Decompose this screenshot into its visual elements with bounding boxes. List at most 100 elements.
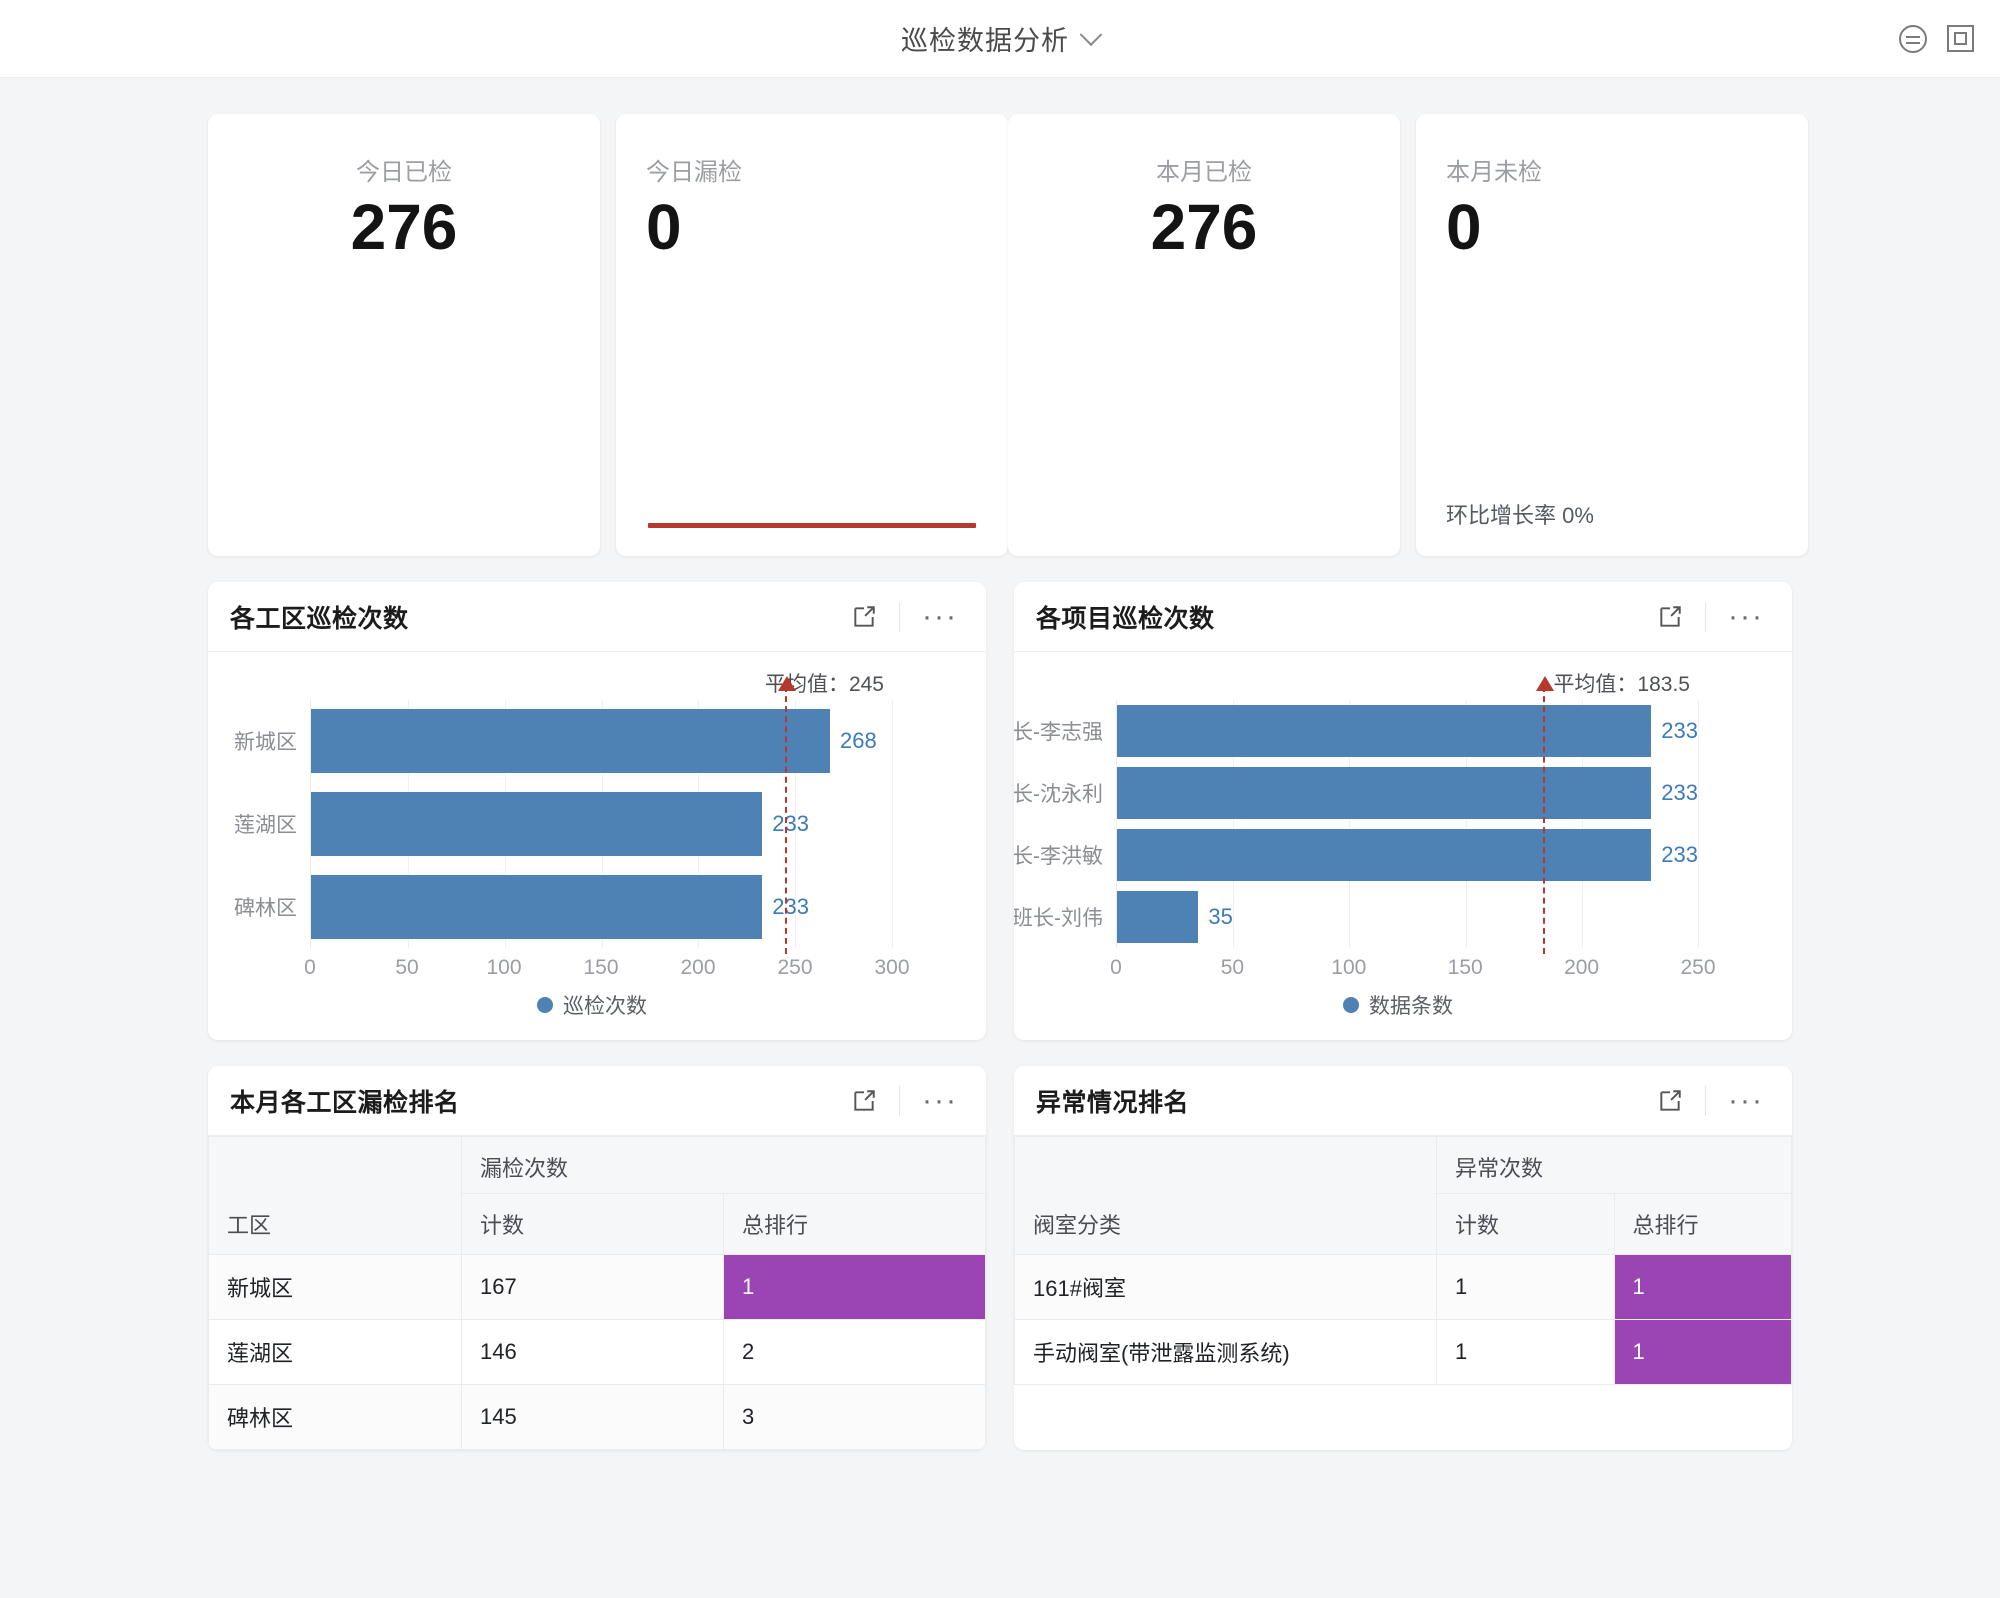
x-axis-tick: 0: [1110, 956, 1122, 979]
bar-value-label: 233: [1661, 842, 1698, 867]
table-header-sub-row: 计数 总排行: [209, 1193, 986, 1255]
cell-count: 1: [1436, 1319, 1615, 1385]
chart-row: 各工区巡检次数 ··· 平均值：245 新城区 268 莲湖区 233 碑林区 233 0…: [0, 582, 2000, 1040]
bar[interactable]: [1117, 705, 1652, 757]
bar[interactable]: [1117, 767, 1652, 819]
col-header-rank[interactable]: 总排行: [723, 1193, 986, 1255]
col-header-entity[interactable]: 阀室分类: [1014, 1136, 1437, 1255]
more-horizontal-icon[interactable]: ···: [922, 599, 958, 633]
x-axis-tick: 150: [1447, 956, 1483, 979]
col-header-group: 异常次数: [1436, 1136, 1792, 1194]
chart-body: 平均值：183.5 2班班长-李志强2331班班长-沈永利2331班班长-李洪敏…: [1014, 652, 1792, 1040]
panel-header: 各工区巡检次数 ···: [208, 582, 986, 652]
col-header-entity[interactable]: 工区: [208, 1136, 462, 1255]
tool-divider: [899, 601, 901, 632]
kpi-card-today-missed[interactable]: 今日漏检 0: [616, 114, 1008, 556]
cell-entity: 手动阀室(带泄露监测系统): [1014, 1319, 1437, 1385]
bar-row[interactable]: 碑林区 233: [234, 865, 892, 948]
top-bar: 巡检数据分析: [0, 0, 2000, 78]
x-axis-tick: 250: [777, 956, 813, 979]
cell-entity: 碑林区: [208, 1384, 462, 1450]
panel-tools: ···: [851, 599, 958, 633]
more-horizontal-icon[interactable]: ···: [1728, 1083, 1764, 1117]
table-row[interactable]: 莲湖区 146 2: [208, 1319, 986, 1385]
col-header-count[interactable]: 计数: [1436, 1193, 1615, 1255]
more-horizontal-icon[interactable]: ···: [1728, 599, 1764, 633]
grid-line: [1581, 700, 1583, 948]
kpi-group-today: 今日已检 276 今日漏检 0: [208, 114, 1008, 556]
table-row[interactable]: 161#阀室 1 1: [1014, 1254, 1792, 1320]
chart-average-label: 平均值：183.5: [1553, 673, 1690, 696]
x-axis-tick: 200: [680, 956, 716, 979]
more-horizontal-icon[interactable]: ···: [922, 1083, 958, 1117]
x-axis-tick: 50: [395, 956, 419, 979]
bar-value-label: 233: [772, 893, 809, 919]
square-frame-icon[interactable]: [1947, 25, 1974, 52]
bar[interactable]: [311, 874, 763, 939]
bar-row[interactable]: 1班班长-李洪敏 233: [1014, 824, 1698, 886]
bar-category-label: 碑林区: [234, 896, 297, 920]
bar-row[interactable]: 2班班长-李志强 233: [1014, 700, 1698, 762]
cell-rank: 1: [1613, 1319, 1792, 1385]
col-header-count[interactable]: 计数: [461, 1193, 724, 1255]
bar[interactable]: [1117, 829, 1652, 881]
grid-line: [1233, 700, 1235, 948]
table-head: 工区 漏检次数 计数 总排行: [208, 1136, 986, 1255]
missed-inspection-table[interactable]: 工区 漏检次数 计数 总排行 新城区 167 1 莲湖区 146 2 碑林区 145 3: [208, 1136, 986, 1450]
bar-chart-plot[interactable]: 新城区 268 莲湖区 233 碑林区 233: [234, 676, 893, 954]
table-row[interactable]: 新城区 167 1: [208, 1254, 986, 1320]
external-link-icon[interactable]: [1657, 604, 1683, 630]
col-header-rank[interactable]: 总排行: [1613, 1193, 1792, 1255]
chart-legend[interactable]: 巡检次数: [222, 990, 962, 1020]
bar[interactable]: [311, 709, 831, 774]
kpi-card-today-checked[interactable]: 今日已检 276: [208, 114, 600, 556]
kpi-card-month-checked[interactable]: 本月已检 276: [1008, 114, 1400, 556]
bar[interactable]: [1117, 891, 1199, 943]
bar-chart-plot[interactable]: 2班班长-李志强 233 1班班长-沈永利 233 1班班长-李洪敏 233 1班班长-刘伟…: [1014, 676, 1699, 954]
bar-category-label: 1班班长-李洪敏: [1014, 845, 1103, 868]
average-line: [1536, 676, 1555, 954]
x-axis-tick: 300: [874, 956, 910, 979]
bar-category-label: 1班班长-刘伟: [1014, 907, 1103, 930]
panel-tools: ···: [851, 1083, 958, 1117]
x-axis-tick: 100: [1331, 956, 1367, 979]
external-link-icon[interactable]: [1657, 1088, 1683, 1114]
cell-count: 145: [461, 1384, 724, 1450]
external-link-icon[interactable]: [851, 604, 877, 630]
bar-row[interactable]: 新城区 268: [234, 700, 892, 783]
bar-row[interactable]: 1班班长-沈永利 233: [1014, 762, 1698, 824]
legend-label: 数据条数: [1369, 995, 1453, 1018]
kpi-value: 0: [646, 191, 682, 263]
x-axis-tick: 0: [304, 956, 316, 979]
kpi-label: 今日已检: [356, 159, 452, 186]
external-link-icon[interactable]: [851, 1088, 877, 1114]
abnormal-ranking-table[interactable]: 阀室分类 异常次数 计数 总排行 161#阀室 1 1 手动阀室(带泄露监测系统) 1 1: [1014, 1136, 1792, 1385]
cell-rank: 1: [1613, 1254, 1792, 1320]
grid-line: [795, 700, 797, 948]
bar[interactable]: [311, 791, 763, 856]
bar-category-label: 莲湖区: [234, 813, 297, 837]
chart-legend[interactable]: 数据条数: [1028, 990, 1768, 1020]
grid-line: [1698, 700, 1699, 948]
tool-divider: [899, 1085, 901, 1116]
table-row[interactable]: 碑林区 145 3: [208, 1384, 986, 1450]
bar-row[interactable]: 1班班长-刘伟 35: [1014, 886, 1698, 948]
transfer-circle-icon[interactable]: [1899, 24, 1927, 53]
x-axis-tick: 50: [1220, 956, 1245, 979]
page-title-dropdown[interactable]: 巡检数据分析: [901, 19, 1103, 58]
cell-count: 167: [461, 1254, 724, 1320]
kpi-card-month-unchecked[interactable]: 本月未检 0 环比增长率 0%: [1416, 114, 1808, 556]
panel-title: 异常情况排名: [1036, 1088, 1190, 1117]
grid-line: [1349, 700, 1351, 948]
bar-category-label: 1班班长-沈永利: [1014, 783, 1103, 806]
cell-rank: 3: [723, 1384, 986, 1450]
bar-value-label: 233: [1661, 780, 1698, 805]
panel-tools: ···: [1657, 1083, 1764, 1117]
table-row[interactable]: 手动阀室(带泄露监测系统) 1 1: [1014, 1319, 1792, 1385]
x-axis: 0 50 100 150 200 250: [1110, 948, 1715, 988]
dashboard-body: 今日已检 276 今日漏检 0 本月已检 276 本月未检 0 环比增长率 0%: [0, 78, 2000, 1450]
x-axis-tick: 150: [583, 956, 619, 979]
table-body: 161#阀室 1 1 手动阀室(带泄露监测系统) 1 1: [1014, 1254, 1792, 1385]
bar-row[interactable]: 莲湖区 233: [234, 783, 892, 866]
chevron-down-icon[interactable]: [1079, 22, 1103, 46]
